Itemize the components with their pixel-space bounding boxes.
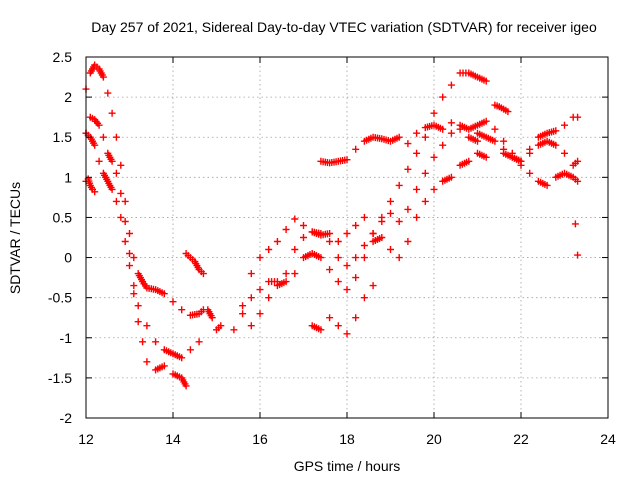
series-track-f: [204, 306, 225, 334]
x-tick-label: 20: [426, 431, 442, 447]
y-tick-label: -1: [60, 330, 73, 346]
series-track-j: [308, 282, 377, 338]
data-point-markers: [239, 117, 490, 318]
series-track-k: [317, 119, 481, 167]
y-tick-label: -1.5: [48, 370, 72, 386]
x-axis-label: GPS time / hours: [294, 458, 401, 474]
data-point-markers: [571, 220, 582, 259]
axis-ticks: 12 14 16 18 20 22 24 -2 -1.5 -1 -0.5 0 0.5 1 1.5 2 2.5: [48, 49, 616, 447]
y-tick-label: 2.5: [53, 49, 73, 65]
series-track-m: [491, 125, 582, 189]
data-point-markers: [204, 306, 225, 334]
data-point-markers: [182, 250, 207, 278]
series-track-h: [239, 117, 490, 318]
x-tick-label: 16: [252, 431, 268, 447]
series-track-g: [230, 69, 490, 334]
data-point-markers: [82, 61, 207, 319]
grid-layer: [86, 57, 608, 418]
y-tick-label: 0.5: [53, 209, 73, 225]
data-point-markers: [491, 125, 582, 189]
data-point-markers: [82, 175, 99, 196]
y-tick-label: 1: [64, 169, 72, 185]
data-point-markers: [474, 113, 582, 165]
data-point-markers: [308, 282, 377, 338]
series-track-p: [571, 220, 582, 259]
series-track-n: [500, 137, 582, 169]
series-track-l: [474, 113, 582, 165]
y-axis-label: SDTVAR / TECUs: [7, 182, 23, 294]
data-point-markers: [230, 69, 490, 334]
y-tick-label: 0: [64, 250, 72, 266]
data-point-markers: [82, 113, 203, 362]
x-tick-label: 18: [339, 431, 355, 447]
data-point-markers: [317, 119, 481, 167]
chart-title: Day 257 of 2021, Sidereal Day-to-day VTE…: [91, 19, 597, 35]
y-tick-label: 1.5: [53, 129, 73, 145]
series-track-a: [82, 61, 207, 319]
series-track-b: [82, 113, 203, 362]
x-tick-label: 14: [165, 431, 181, 447]
series-track-i: [247, 149, 490, 330]
series-track-e: [182, 250, 207, 278]
data-point-markers: [247, 149, 490, 330]
y-tick-label: -0.5: [48, 290, 72, 306]
x-tick-label: 24: [600, 431, 616, 447]
x-tick-label: 12: [78, 431, 94, 447]
y-tick-label: -2: [60, 410, 73, 426]
data-points: [82, 61, 582, 390]
data-point-markers: [500, 137, 582, 169]
series-track-o: [491, 101, 512, 116]
series-track-d: [82, 175, 99, 196]
data-point-markers: [491, 101, 512, 116]
x-tick-label: 22: [513, 431, 529, 447]
y-tick-label: 2: [64, 89, 72, 105]
